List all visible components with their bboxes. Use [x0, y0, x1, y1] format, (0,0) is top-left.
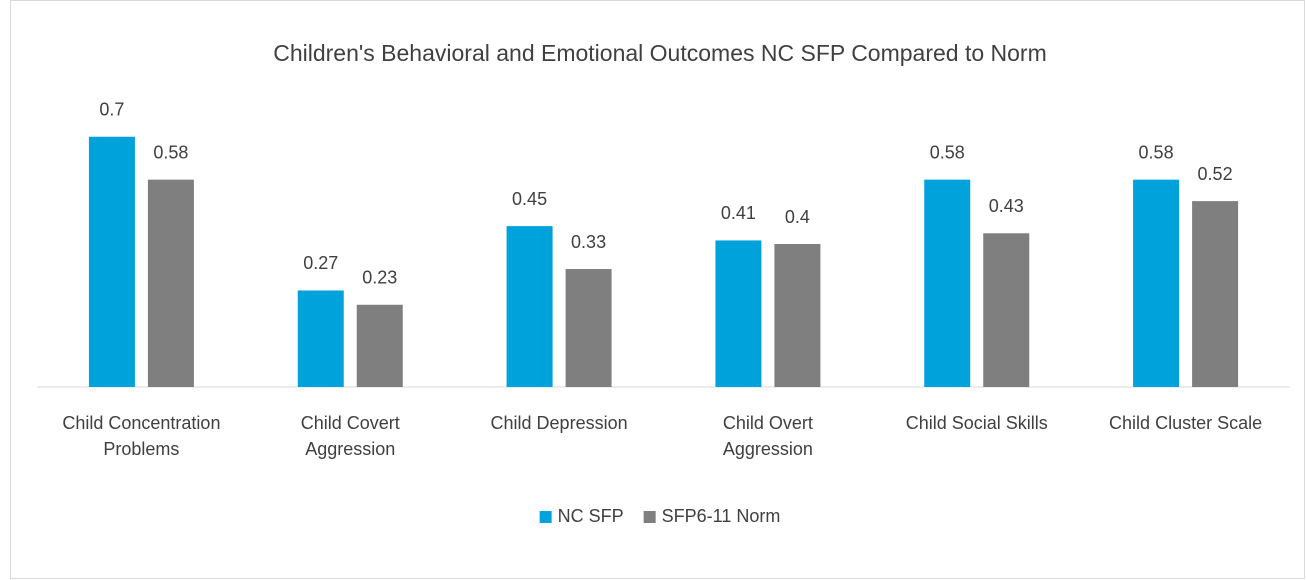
x-tick-label: Child Overt Aggression	[723, 413, 813, 459]
bar	[1133, 179, 1180, 387]
bar	[297, 290, 344, 387]
legend-swatch	[643, 511, 656, 523]
bar	[774, 244, 821, 387]
bar	[506, 226, 553, 387]
data-label: 0.23	[362, 268, 397, 288]
data-label: 0.52	[1198, 164, 1233, 184]
data-label: 0.7	[99, 100, 124, 120]
data-label: 0.45	[512, 189, 547, 209]
x-tick-label: Child Concentration Problems	[62, 413, 220, 459]
bar	[565, 269, 612, 387]
data-label: 0.41	[721, 203, 756, 223]
x-tick-label: Child Social Skills	[906, 413, 1048, 433]
chart-title: Children's Behavioral and Emotional Outc…	[273, 40, 1047, 66]
chart-border	[10, 0, 1305, 579]
x-tick-label: Child Cluster Scale	[1109, 413, 1262, 433]
bar	[88, 136, 135, 387]
data-label: 0.58	[1139, 142, 1174, 162]
data-label: 0.33	[571, 232, 606, 252]
bar	[356, 304, 403, 387]
x-tick-label: Child Covert Aggression	[301, 413, 400, 459]
data-label: 0.58	[930, 142, 965, 162]
bar	[715, 240, 762, 387]
legend-label: SFP6-11 Norm	[662, 506, 781, 526]
data-label: 0.27	[303, 253, 338, 273]
bar	[147, 179, 194, 387]
x-tick-label: Child Depression	[491, 413, 628, 433]
bar	[983, 233, 1030, 387]
legend-swatch	[539, 511, 552, 523]
legend-label: NC SFP	[558, 506, 624, 526]
data-label: 0.4	[785, 207, 810, 227]
bar	[1192, 201, 1239, 387]
data-label: 0.43	[989, 196, 1024, 216]
data-label: 0.58	[153, 142, 188, 162]
bar	[924, 179, 971, 387]
